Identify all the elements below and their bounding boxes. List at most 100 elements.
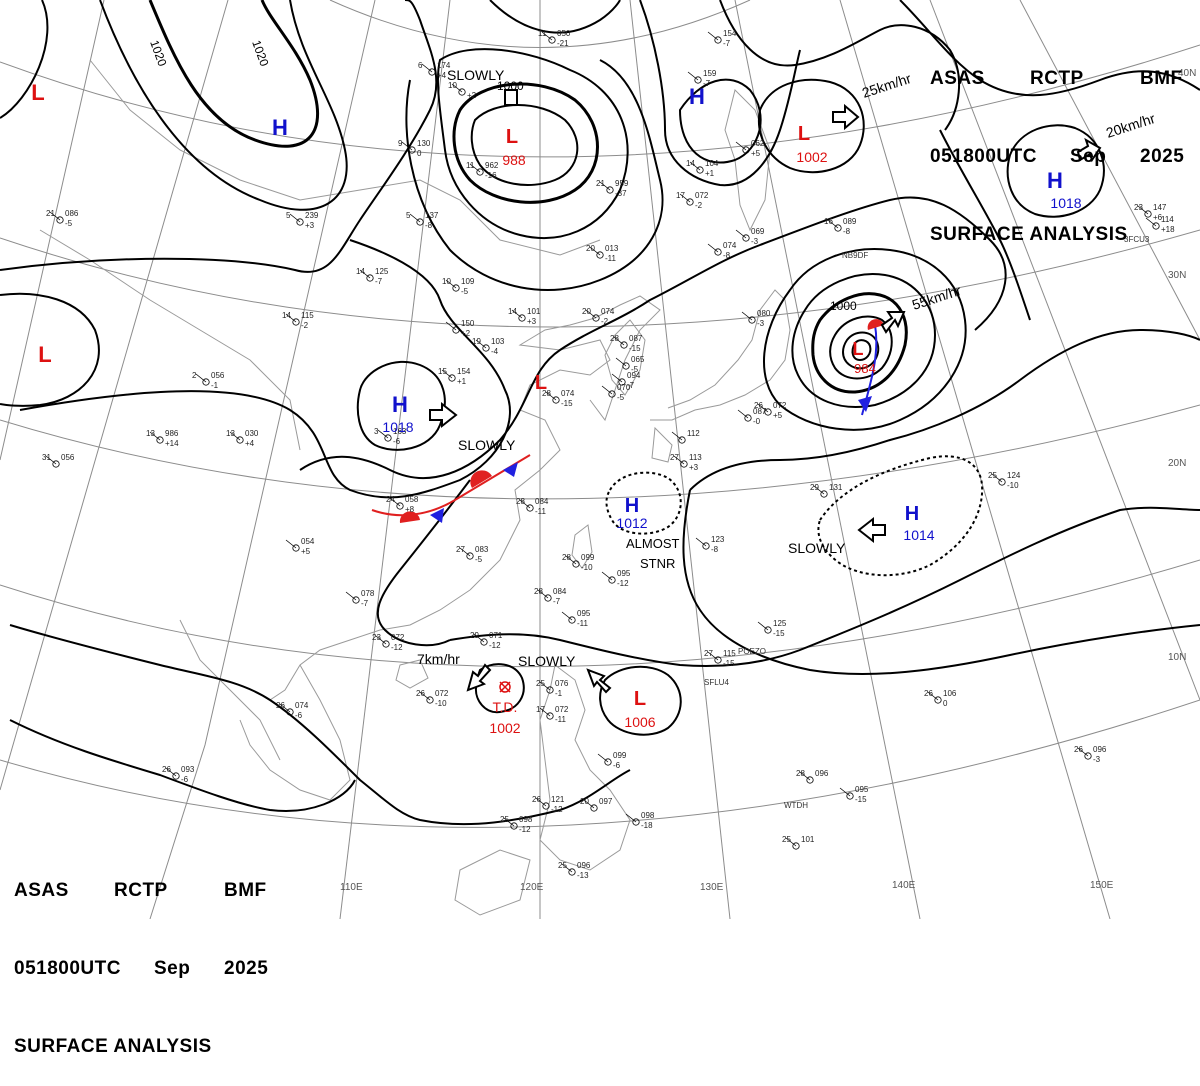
station-tendency: -12 [551, 805, 563, 814]
station-plot: 27 083-5 [456, 545, 489, 564]
station-temperature: 2 [192, 371, 197, 380]
station-tendency: -12 [519, 825, 531, 834]
station-plot: 062+5 [735, 139, 765, 158]
station-plot: 099-6 [597, 751, 627, 770]
motion-label: SLOWLY [447, 67, 505, 83]
station-circle [744, 414, 752, 422]
ship-id: WTDH [784, 801, 808, 810]
station-circle [296, 218, 304, 226]
station-circle [156, 436, 164, 444]
wind-barb [741, 311, 753, 321]
isobar [763, 248, 967, 431]
coastline-kyushu [651, 426, 673, 463]
station-circle [366, 274, 374, 282]
station-temperature: 28 [516, 497, 525, 506]
station-plot: 095-15 [839, 785, 869, 804]
station-plot: 14 101+3 [508, 307, 541, 326]
isobar [899, 0, 1200, 97]
wind-barb [597, 753, 609, 763]
station-tendency: +5 [773, 411, 783, 420]
wind-barb [285, 539, 297, 549]
station-plot: 24 058+8 [386, 495, 419, 514]
wind-barb [813, 485, 825, 495]
isobar [9, 719, 356, 812]
isobar [470, 104, 579, 186]
isobar [841, 331, 880, 370]
station-temperature: 20 [580, 797, 589, 806]
station-plot: 13 030+4 [226, 429, 259, 448]
station-tendency: -8 [843, 227, 851, 236]
cold-front-triangle [430, 508, 444, 523]
station-circle [792, 842, 800, 850]
wind-barb [49, 211, 61, 221]
station-pressure: 084 [553, 587, 567, 596]
wind-barb [503, 817, 515, 827]
station-pressure: 072 [555, 705, 569, 714]
isobar [0, 0, 49, 119]
isobar [356, 360, 446, 451]
ship-id: NB9DF [842, 251, 868, 260]
wind-barb [707, 651, 719, 661]
station-plot: 19 103-4 [472, 337, 505, 356]
station-plot: 13 986+14 [146, 429, 179, 448]
station-plot: 23 072-12 [372, 633, 405, 652]
station-circle [482, 344, 490, 352]
station-circle [286, 708, 294, 716]
low-center-symbol: L [853, 339, 864, 359]
station-circle [428, 68, 436, 76]
latitude-label: 40N [1178, 68, 1196, 79]
high-center-symbol: H [905, 503, 919, 525]
station-plot: 27 113+3 [670, 453, 702, 472]
station-circle [1152, 222, 1160, 230]
wind-barb [737, 409, 749, 419]
station-circle [476, 168, 484, 176]
station-tendency: +2 [467, 91, 477, 100]
station-pressure: 096 [815, 769, 829, 778]
dashed-isobar [605, 471, 682, 535]
chart-header-top: ASAS RCTP BMF 051800UTC Sep 2025 SURFACE ANA… [930, 14, 1184, 274]
station-temperature: 28 [562, 553, 571, 562]
station-temperature: 10 [442, 277, 451, 286]
wind-barb [695, 537, 707, 547]
station-circle [452, 326, 460, 334]
station-plot: 27 115-15 [704, 649, 736, 668]
station-temperature: 26 [1074, 745, 1083, 754]
coastline-philippines [539, 664, 631, 871]
station-tendency: -5 [475, 555, 483, 564]
station-tendency: -2 [695, 201, 703, 210]
isobar [449, 506, 1200, 668]
motion-label: 55km/hr [910, 282, 963, 313]
station-pressure: 083 [475, 545, 489, 554]
station-plot: 3 163-6 [374, 427, 407, 446]
longitude-label: 140E [892, 880, 916, 891]
pressure-centers: L H L 988 H L 1002 H 1018 L H 1018 L L 9… [31, 80, 1082, 736]
station-tendency: -6 [613, 761, 621, 770]
ship-id: 3FCU3 [1124, 235, 1150, 244]
station-circle [292, 318, 300, 326]
station-temperature: 31 [42, 453, 51, 462]
station-temperature: 25 [500, 815, 509, 824]
station-tendency: -11 [605, 254, 617, 263]
station-circle [846, 792, 854, 800]
station-plot: 6 174+4 [418, 61, 451, 80]
fronts [371, 319, 884, 523]
station-pressure: 071 [489, 631, 503, 640]
station-circle [452, 284, 460, 292]
low-center-pressure: 1006 [624, 714, 655, 730]
station-temperature: 27 [704, 649, 713, 658]
isobar [148, 0, 320, 148]
wind-barb [707, 31, 719, 41]
station-circle [934, 696, 942, 704]
dashed-isobars [605, 455, 984, 577]
parallel-line [0, 559, 1200, 668]
station-temperature: 26 [276, 701, 285, 710]
station-pressure: 131 [829, 483, 843, 492]
station-pressure: 101 [801, 835, 815, 844]
station-pressure: 080 [757, 309, 771, 318]
wind-barb [345, 591, 357, 601]
station-circle [742, 234, 750, 242]
station-tendency: -7 [627, 381, 635, 390]
station-plot: 14 115-2 [282, 311, 314, 330]
coastline-borneo [454, 849, 531, 916]
station-tendency: -7 [703, 79, 711, 88]
